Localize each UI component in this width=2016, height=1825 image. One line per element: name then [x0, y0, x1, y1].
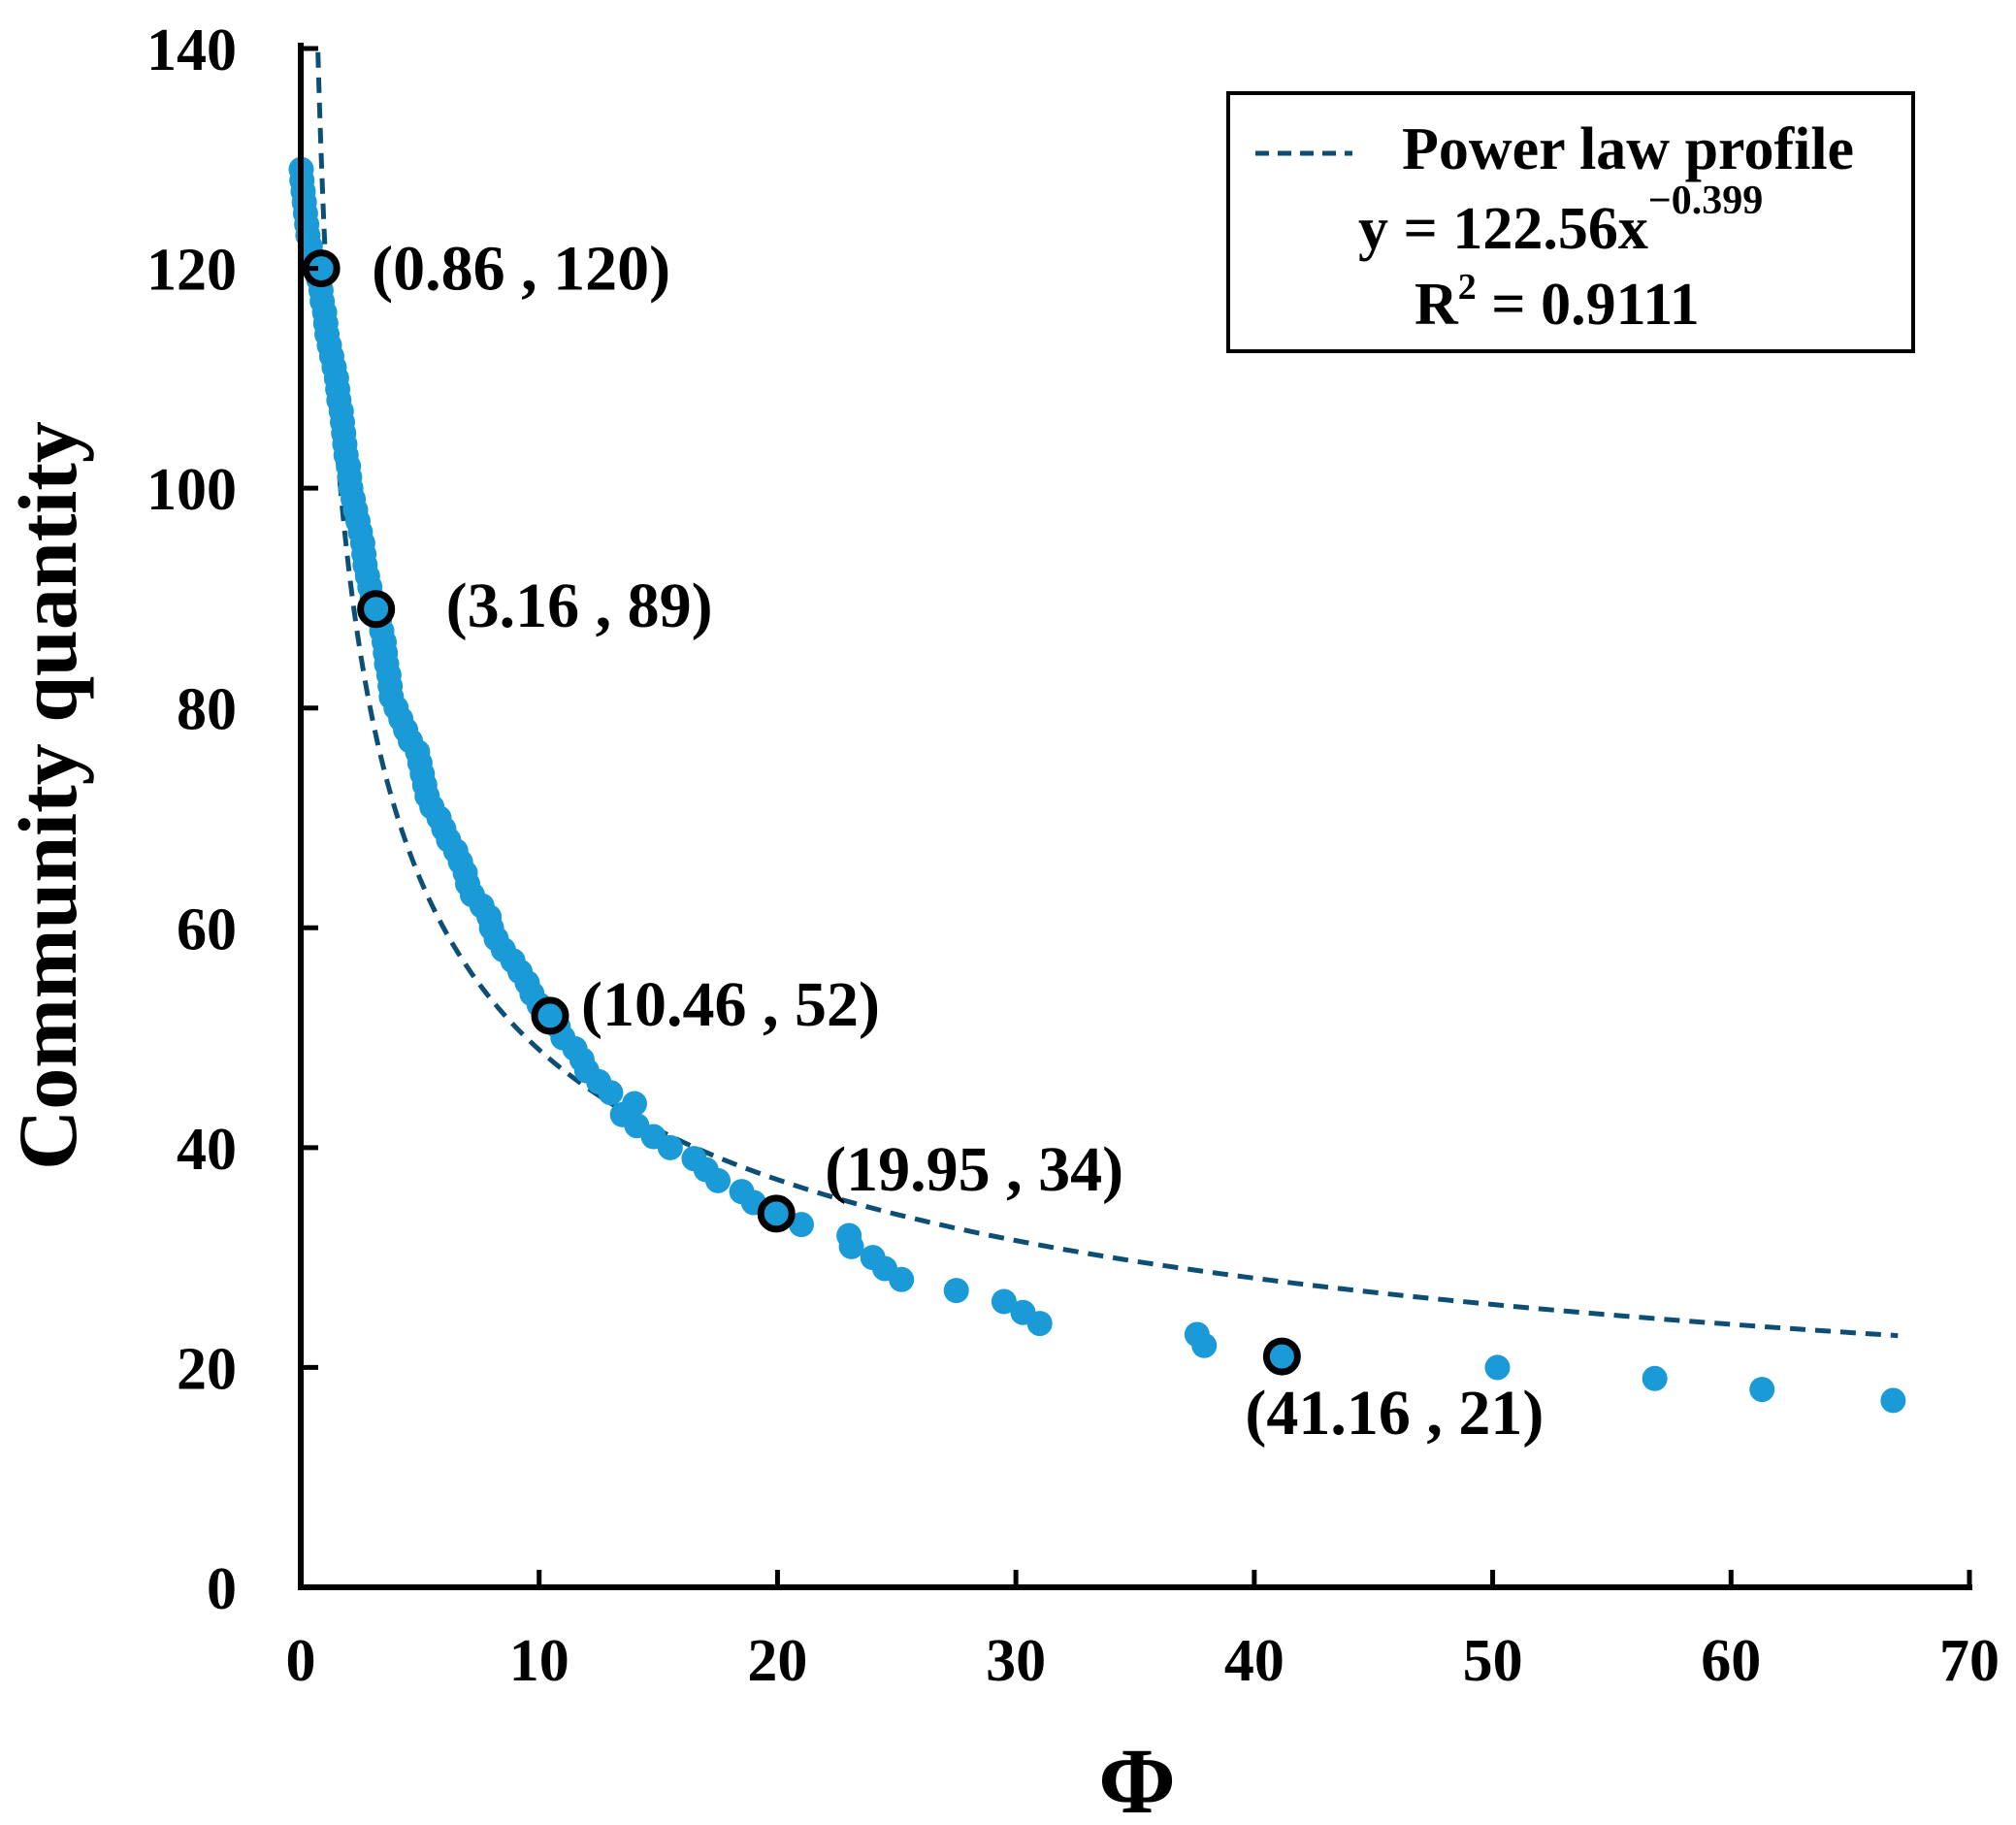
data-point	[1749, 1377, 1775, 1403]
data-point	[838, 1233, 864, 1259]
power-law-fit-line	[315, 51, 1899, 1339]
highlighted-point-label: (19.95 , 34)	[825, 1134, 1123, 1205]
legend-equation-exponent: −0.399	[1648, 179, 1763, 223]
data-point	[1642, 1365, 1668, 1391]
highlighted-point	[357, 590, 396, 629]
x-tick-label: 50	[1463, 1628, 1523, 1694]
data-point	[1191, 1332, 1218, 1358]
y-tick-label: 140	[146, 17, 237, 83]
data-point	[1026, 1311, 1053, 1337]
x-tick-label: 0	[286, 1628, 316, 1694]
y-axis-ticks: 0 20 40 60 80 100 120 140	[146, 17, 318, 1622]
data-point	[889, 1266, 915, 1292]
highlighted-point	[757, 1194, 796, 1233]
x-tick-label: 30	[986, 1628, 1046, 1694]
x-tick-label: 60	[1701, 1628, 1761, 1694]
highlighted-point	[531, 996, 569, 1035]
legend-r-squared-symbol: R	[1414, 272, 1459, 338]
legend: Power law profile y = 122.56x−0.399 R2 =…	[1226, 91, 1915, 353]
x-tick-label: 70	[1939, 1628, 2000, 1694]
highlighted-points-layer	[302, 249, 1301, 1376]
highlighted-point-label: (10.46 , 52)	[581, 969, 880, 1040]
y-tick-label: 60	[177, 896, 237, 962]
data-point	[1484, 1354, 1511, 1381]
legend-box	[1226, 91, 1915, 353]
x-axis-title: Φ	[1098, 1729, 1176, 1825]
x-axis-ticks: 0 10 20 30 40 50 60 70	[286, 1570, 2000, 1694]
y-axis-title: Community quantity	[1, 421, 94, 1170]
x-tick-label: 40	[1224, 1628, 1284, 1694]
data-point	[943, 1278, 969, 1304]
data-point	[598, 1080, 624, 1106]
y-tick-label: 0	[207, 1556, 237, 1622]
legend-r-squared-sup: 2	[1458, 267, 1477, 308]
data-point	[789, 1212, 814, 1238]
highlighted-point-label: (0.86 , 120)	[372, 234, 670, 305]
highlighted-point-label: (3.16 , 89)	[446, 570, 713, 641]
y-tick-label: 40	[177, 1117, 237, 1183]
fit-line-layer	[315, 51, 1899, 1339]
data-point	[657, 1134, 683, 1160]
highlighted-point	[1262, 1337, 1301, 1376]
y-tick-label: 20	[177, 1336, 237, 1402]
y-tick-label: 100	[146, 457, 237, 523]
legend-equation: y = 122.56x−0.399	[1358, 179, 1763, 262]
legend-r-squared: R2 = 0.9111	[1414, 267, 1700, 338]
legend-entry-label: Power law profile	[1402, 116, 1854, 182]
data-point	[991, 1288, 1017, 1315]
highlighted-point-label: (41.16 , 21)	[1245, 1378, 1544, 1449]
legend-r-squared-value: = 0.9111	[1477, 272, 1700, 338]
legend-equation-main: y = 122.56x	[1358, 196, 1648, 262]
x-tick-label: 20	[747, 1628, 807, 1694]
y-tick-label: 120	[146, 238, 237, 304]
data-point	[705, 1167, 731, 1193]
x-tick-label: 10	[509, 1628, 569, 1694]
data-point	[1880, 1387, 1906, 1414]
y-tick-label: 80	[177, 677, 237, 743]
point-annotations: (0.86 , 120) (3.16 , 89) (10.46 , 52) (19.9…	[372, 234, 1544, 1450]
